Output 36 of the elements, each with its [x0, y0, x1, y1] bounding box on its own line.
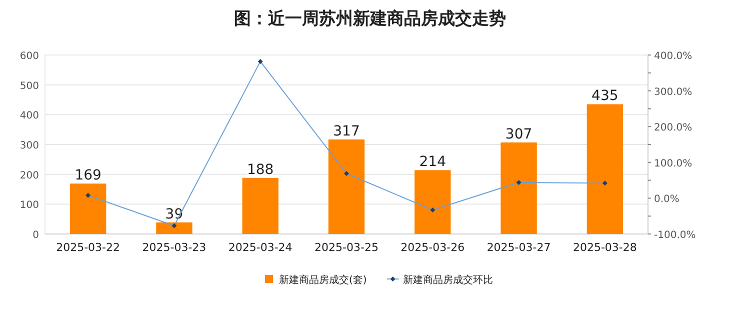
y2-tick-label: 300.0% — [654, 86, 692, 98]
data-label: 214 — [419, 154, 446, 170]
y-tick-label: 300 — [20, 140, 39, 152]
x-tick-label: 2025-03-24 — [228, 241, 292, 254]
y-tick-label: 200 — [20, 170, 39, 182]
y-tick-label: 600 — [20, 51, 39, 62]
y-tick-label: 100 — [20, 200, 39, 212]
bar — [414, 170, 451, 234]
y-tick-label: 500 — [20, 80, 39, 92]
x-tick-label: 2025-03-26 — [400, 241, 465, 254]
x-tick-label: 2025-03-28 — [572, 241, 637, 254]
legend-label: 新建商品房成交环比 — [402, 274, 493, 286]
data-label: 169 — [74, 168, 102, 184]
y2-tick-label: 100.0% — [654, 158, 692, 170]
y2-tick-label: 0.0% — [654, 194, 680, 206]
x-tick-label: 2025-03-23 — [142, 241, 206, 254]
legend-label: 新建商品房成交(套) — [279, 274, 367, 286]
chart-title: 图：近一周苏州新建商品房成交走势 — [234, 9, 506, 29]
bar — [156, 222, 192, 234]
data-label: 435 — [592, 88, 618, 104]
bar — [586, 104, 624, 234]
x-tick-label: 2025-03-25 — [314, 241, 378, 254]
y2-tick-label: -100.0% — [654, 230, 696, 241]
bar — [328, 139, 365, 234]
x-tick-label: 2025-03-27 — [486, 241, 551, 254]
x-tick-label: 2025-03-22 — [56, 241, 120, 254]
bar — [500, 142, 537, 234]
bar — [242, 178, 278, 234]
data-label: 188 — [246, 162, 274, 178]
y2-tick-label: 400.0% — [654, 51, 692, 62]
bar — [70, 184, 106, 234]
y-tick-label: 400 — [20, 110, 39, 122]
data-label: 317 — [333, 123, 360, 140]
y-tick-label: 0 — [32, 230, 39, 241]
data-label: 307 — [505, 126, 532, 142]
y2-tick-label: 200.0% — [654, 122, 692, 134]
